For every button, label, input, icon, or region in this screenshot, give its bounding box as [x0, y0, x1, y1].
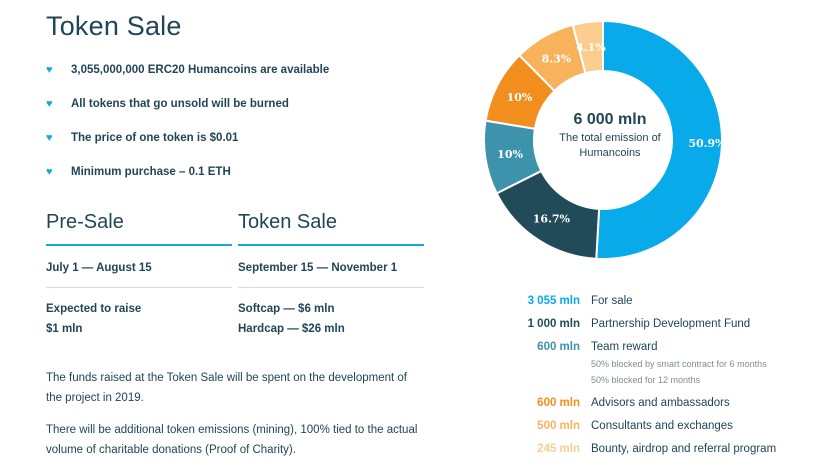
presale-title: Pre-Sale [46, 211, 124, 233]
legend-item-consultants: 500 mln Consultants and exchanges [500, 417, 810, 440]
slice-percent-label: 50.9% [688, 137, 726, 150]
presale-dates: July 1 — August 15 [46, 246, 232, 288]
legend-item-bounty: 245 mln Bounty, airdrop and referral prog… [500, 440, 810, 463]
legend-item-advisors: 600 mln Advisors and ambassadors [500, 394, 810, 417]
legend-value: 600 mln [537, 341, 580, 353]
heart-icon: ♥ [46, 98, 53, 110]
list-item: ♥ The price of one token is $0.01 [46, 130, 329, 164]
legend-item-team-reward: 600 mln Team reward 50% blocked by smart c… [500, 338, 810, 394]
tokensale-column: Token Sale September 15 — November 1 Sof… [238, 208, 424, 339]
chart-legend: 3 055 mln For sale 1 000 mln Partnership De… [500, 292, 810, 463]
emission-paragraph: There will be additional token emissions… [46, 424, 418, 456]
heart-icon: ♥ [46, 132, 53, 144]
slice-percent-label: 16.7% [533, 213, 571, 226]
tokensale-dates: September 15 — November 1 [238, 246, 424, 288]
tokensale-title: Token Sale [238, 211, 337, 233]
legend-item-partnership-fund: 1 000 mln Partnership Development Fund [500, 315, 810, 338]
heart-icon: ♥ [46, 166, 53, 178]
list-item-text: The price of one token is $0.01 [71, 132, 239, 144]
slice-percent-label: 8.3% [542, 52, 572, 65]
list-item-text: Minimum purchase – 0.1 ETH [71, 166, 231, 178]
divider [46, 244, 232, 246]
legend-value: 3 055 mln [527, 295, 580, 307]
legend-label: Consultants and exchanges [591, 420, 733, 432]
legend-value: 500 mln [537, 420, 580, 432]
heart-icon: ♥ [46, 64, 53, 76]
legend-label: Partnership Development Fund [591, 318, 751, 330]
donut-slice-for-sale [595, 19, 723, 260]
slice-percent-label: 10% [497, 148, 523, 161]
legend-label: Bounty, airdrop and referral program [591, 443, 777, 455]
presale-column: Pre-Sale July 1 — August 15 Expected to … [46, 208, 232, 339]
legend-value: 600 mln [537, 397, 580, 409]
total-emission-value: 6 000 mln [573, 111, 647, 128]
page-title: Token Sale [46, 11, 182, 41]
list-item: ♥ All tokens that go unsold will be burne… [46, 96, 329, 130]
emission-donut-chart: 50.9% 16.7% 10% 10% 8.3% 4.1% [483, 19, 726, 260]
list-item: ♥ 3,055,000,000 ERC20 Humancoins are avai… [46, 62, 329, 96]
legend-note: 50% blocked for 12 months [591, 375, 701, 385]
donut-center: 6 000 mln The total emission of Humancoi… [540, 110, 680, 161]
legend-value: 1 000 mln [527, 318, 580, 330]
legend-value: 245 mln [537, 443, 580, 455]
legend-label: Advisors and ambassadors [591, 397, 730, 409]
slice-percent-label: 10% [507, 91, 533, 104]
legend-label: Team reward [591, 341, 658, 353]
legend-note: 50% blocked by smart contract for 6 mont… [591, 359, 767, 369]
list-item: ♥ Minimum purchase – 0.1 ETH [46, 164, 329, 198]
softcap-line: Softcap — $6 mln [238, 303, 335, 315]
donut-slice-bounty [571, 19, 604, 75]
feature-list: ♥ 3,055,000,000 ERC20 Humancoins are avai… [46, 62, 329, 198]
total-emission-label: The total emission of Humancoins [559, 132, 661, 159]
legend-item-for-sale: 3 055 mln For sale [500, 292, 810, 315]
divider [238, 244, 424, 246]
hardcap-line: Hardcap — $26 mln [238, 323, 345, 335]
legend-label: For sale [591, 295, 633, 307]
funds-paragraph: The funds raised at the Token Sale will … [46, 372, 407, 404]
list-item-text: 3,055,000,000 ERC20 Humancoins are avail… [71, 64, 330, 76]
list-item-text: All tokens that go unsold will be burned [71, 98, 289, 110]
presale-line1: Expected to raise [46, 303, 142, 315]
slice-percent-label: 4.1% [576, 41, 606, 54]
presale-line2: $1 mln [46, 323, 83, 335]
